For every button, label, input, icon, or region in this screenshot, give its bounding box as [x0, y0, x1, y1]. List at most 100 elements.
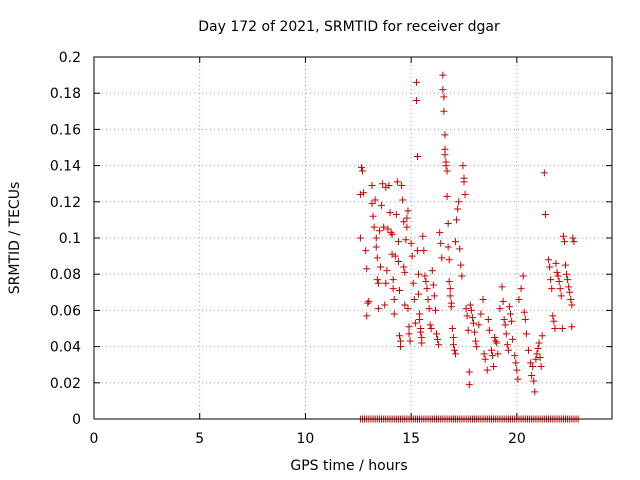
y-tick-label: 0.12 [50, 195, 81, 211]
data-point [569, 234, 577, 242]
chart-title: Day 172 of 2021, SRMTID for receiver dga… [198, 19, 500, 35]
data-point [460, 178, 468, 186]
data-point [372, 243, 380, 251]
data-point [498, 283, 506, 291]
data-point [405, 330, 413, 338]
data-point [362, 247, 370, 255]
data-point [547, 276, 555, 284]
data-point [566, 288, 574, 296]
x-axis-label: GPS time / hours [290, 458, 407, 474]
data-point [563, 270, 571, 278]
y-tick-label: 0.2 [59, 50, 81, 66]
data-point [375, 227, 383, 235]
data-point [411, 319, 419, 327]
data-point [408, 252, 416, 260]
data-point [559, 232, 567, 240]
data-point [541, 210, 549, 218]
data-point [449, 334, 457, 342]
data-point [360, 189, 368, 197]
data-point [435, 341, 443, 349]
data-point [388, 250, 396, 258]
data-point [450, 346, 458, 354]
data-point [496, 305, 504, 313]
data-point [557, 292, 565, 300]
data-point [464, 326, 472, 334]
data-point [365, 297, 373, 305]
data-point [535, 339, 543, 347]
data-point [431, 306, 439, 314]
data-point [530, 377, 538, 385]
data-point [465, 381, 473, 389]
data-point [493, 339, 501, 347]
data-point [449, 341, 457, 349]
data-point [404, 305, 412, 313]
data-point [533, 350, 541, 358]
data-point [357, 163, 365, 171]
data-point [447, 303, 455, 311]
y-tick-label: 0.04 [50, 340, 81, 356]
y-tick-label: 0 [72, 412, 81, 428]
data-point [457, 261, 465, 269]
data-point [382, 183, 390, 191]
data-point [417, 328, 425, 336]
data-point [404, 207, 412, 215]
y-tick-label: 0.02 [50, 376, 81, 392]
y-axis-ticks: 0 0.02 0.04 0.06 0.08 0.1 0.12 0.14 0.16 0.18 0.2 [50, 50, 612, 428]
data-point [392, 210, 400, 218]
data-point [531, 388, 539, 396]
y-axis-label: SRMTID / TECUs [7, 182, 23, 295]
data-point [452, 350, 460, 358]
data-point [368, 182, 376, 190]
data-point [546, 263, 554, 271]
data-point [499, 297, 507, 305]
data-point [427, 325, 435, 332]
data-point [558, 325, 566, 332]
data-point [412, 78, 420, 86]
data-point [568, 301, 576, 309]
data-point [359, 167, 367, 175]
data-point [415, 290, 423, 298]
data-point [536, 353, 544, 361]
data-point [466, 301, 474, 309]
data-point [568, 323, 576, 331]
data-point [445, 256, 453, 264]
data-point [511, 352, 519, 360]
data-point [393, 178, 401, 186]
data-points [356, 71, 582, 423]
data-point [508, 317, 516, 325]
data-point [400, 263, 408, 271]
data-point [368, 200, 376, 208]
data-point [373, 276, 381, 284]
data-point [422, 277, 430, 285]
data-point [425, 305, 433, 313]
data-point [415, 270, 423, 278]
data-point [502, 330, 510, 338]
data-point [494, 350, 502, 358]
data-point [426, 321, 434, 329]
data-point [503, 341, 511, 349]
data-point [479, 296, 487, 304]
data-point [561, 261, 569, 269]
data-point [552, 259, 560, 267]
data-point [374, 279, 382, 287]
data-point [390, 296, 398, 304]
data-point [371, 196, 379, 204]
data-point [490, 363, 498, 371]
data-point [364, 299, 372, 307]
data-point [470, 319, 478, 327]
data-point [381, 301, 389, 309]
data-point [389, 276, 397, 284]
data-point [440, 107, 448, 115]
grid [94, 57, 612, 419]
data-point [416, 315, 424, 323]
data-point [462, 305, 470, 313]
data-point [473, 343, 481, 351]
data-point [524, 346, 532, 354]
data-point [429, 281, 437, 289]
data-point [413, 247, 421, 255]
data-point [398, 182, 406, 190]
data-point [448, 325, 456, 332]
data-point [512, 359, 520, 367]
data-point [439, 71, 447, 79]
